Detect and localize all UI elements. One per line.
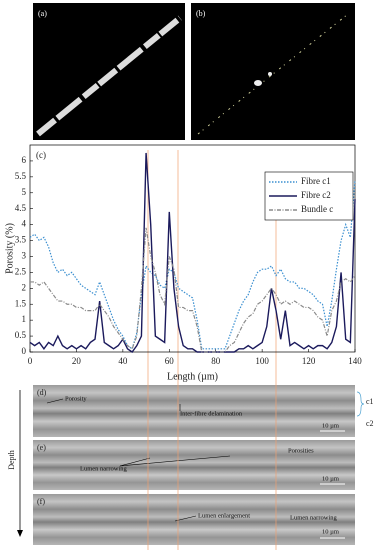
annotation: Inter-fibre delamination (180, 410, 243, 417)
legend-label: Fibre c2 (301, 190, 331, 200)
y-tick-label: 5.5 (15, 171, 27, 181)
image-a (33, 3, 185, 140)
y-tick-label: 2 (22, 282, 27, 292)
depth-label: Depth (7, 450, 16, 470)
chart: 00.511.522.533.544.555.560 20 40 60 80 100 120… (4, 144, 362, 382)
image-d (33, 385, 355, 437)
x-tick-label: 0 (28, 356, 33, 366)
y-tick-label: 4.5 (15, 203, 27, 213)
series-line (30, 227, 356, 353)
x-tick-label: 60 (165, 356, 175, 366)
x-tick-label: 20 (72, 356, 82, 366)
panel-label: (a) (38, 9, 47, 18)
annotation: Porosities (288, 447, 314, 454)
legend-label: Fibre c1 (301, 176, 331, 186)
y-tick-label: 0 (22, 346, 27, 356)
fibre-image (36, 15, 182, 137)
y-tick-label: 3.5 (15, 235, 27, 245)
porosity-spot (254, 80, 262, 86)
porosity-spot (268, 72, 272, 76)
annotation: Lumen narrowing (80, 465, 128, 472)
x-tick-label: 40 (118, 356, 128, 366)
plot-frame (29, 144, 356, 353)
y-tick-label: 5 (22, 187, 27, 197)
panel-label: (c) (36, 150, 46, 160)
y-tick-label: 1 (22, 314, 27, 324)
x-tick-label: 80 (211, 356, 221, 366)
panel-label: (d) (37, 388, 47, 397)
series-line (29, 152, 356, 353)
image-f (33, 494, 355, 545)
panel-label: (e) (37, 443, 46, 452)
panel-label: (b) (196, 9, 206, 18)
y-axis-label: Porosity (%) (4, 223, 15, 274)
annotation: Lumen narrowing (290, 514, 338, 521)
image-e (33, 440, 355, 490)
x-axis-label: Length (µm) (167, 371, 218, 382)
layer-label: c1 (366, 397, 374, 406)
legend-label: Bundle c (301, 204, 333, 214)
y-tick-label: 6 (22, 155, 27, 165)
annotation: Lumen enlargement (198, 512, 250, 519)
x-tick-label: 140 (348, 356, 362, 366)
porosity-image (197, 13, 349, 135)
annotation: Porosity (65, 395, 87, 402)
series-line (29, 179, 356, 350)
y-tick-label: 2.5 (15, 266, 27, 276)
y-tick-label: 3 (22, 251, 27, 261)
scale-bar-label: 10 µm (322, 475, 339, 482)
x-tick-label: 120 (302, 356, 316, 366)
y-tick-label: 1.5 (15, 298, 27, 308)
y-tick-label: 0.5 (15, 330, 27, 340)
scale-bar-label: 10 µm (322, 528, 339, 535)
x-tick-label: 100 (255, 356, 269, 366)
layer-label: c2 (366, 419, 374, 428)
scale-bar-label: 10 µm (322, 422, 339, 429)
y-tick-label: 4 (22, 219, 27, 229)
panel-label: (f) (37, 497, 45, 506)
image-b (191, 3, 355, 140)
